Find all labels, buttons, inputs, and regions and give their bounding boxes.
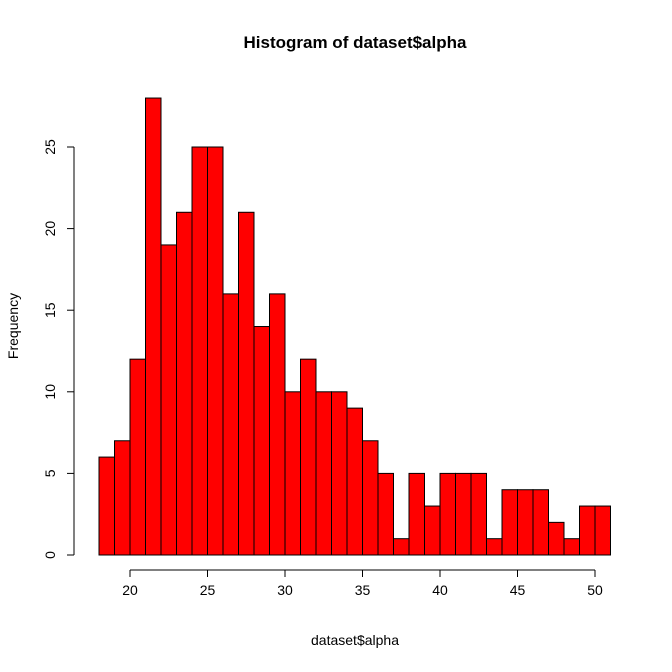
histogram-bar [114,440,131,556]
y-tick-label: 15 [42,302,58,318]
histogram-bar [408,472,425,556]
histogram-bar [269,293,286,556]
histogram-bar [424,505,441,556]
histogram-bar [176,211,193,556]
x-axis-label: dataset$alpha [311,632,399,648]
x-tick-label: 30 [277,582,293,598]
histogram-bar [160,244,177,556]
histogram-bar [331,391,348,556]
histogram-bar [532,489,549,556]
histogram-bar [486,538,503,556]
histogram-bar [315,391,332,556]
histogram-bar [129,358,146,556]
histogram-bar [579,505,596,556]
histogram-bar [377,472,394,556]
x-axis: 20 25 30 35 40 45 50 [122,569,603,598]
x-tick-label: 50 [587,582,603,598]
histogram-bar [300,358,317,556]
histogram-bar [207,146,224,556]
histogram-bar [145,97,162,556]
histogram-bar [238,211,255,556]
histogram-bar [548,521,565,556]
histogram-bar [346,407,363,556]
x-tick-label: 40 [432,582,448,598]
histogram-bar [439,472,456,556]
histogram-bar [455,472,472,556]
y-tick-label: 20 [42,221,58,237]
histogram-bar [253,326,270,556]
y-tick-label: 0 [42,551,58,559]
histogram-bar [222,293,239,556]
y-tick-label: 25 [42,139,58,155]
x-tick-label: 25 [200,582,216,598]
chart-title: Histogram of dataset$alpha [244,33,467,52]
histogram-bar [470,472,487,556]
histogram-bar [191,146,208,556]
y-tick-label: 10 [42,384,58,400]
y-tick-label: 5 [42,469,58,477]
bars [98,97,611,556]
y-axis-label: Frequency [5,293,21,359]
histogram-bar [501,489,518,556]
histogram-bar [393,538,410,556]
y-axis: 0 5 10 15 20 25 [42,139,75,559]
histogram-bar [362,440,379,556]
x-tick-label: 45 [510,582,526,598]
histogram-bar [563,538,580,556]
histogram-bar [517,489,534,556]
histogram-bar [98,456,115,556]
x-tick-label: 35 [355,582,371,598]
x-tick-label: 20 [122,582,138,598]
histogram-bar [594,505,611,556]
histogram-bar [284,391,301,556]
